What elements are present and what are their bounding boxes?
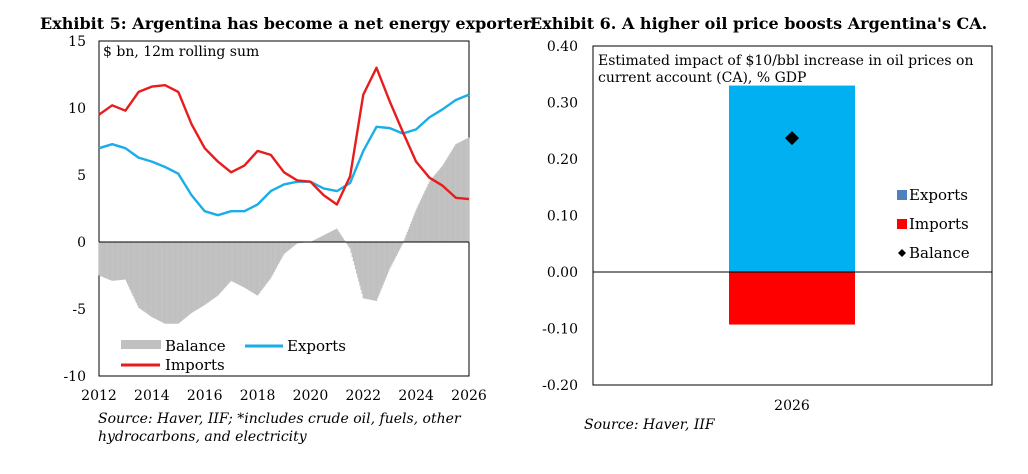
exhibit6-y-tick-label: 0.40 [547,39,578,55]
exhibit5-x-tick-label: 2014 [134,388,170,404]
exhibit6-annotation-part2: current account (CA), % GDP [598,70,806,86]
exhibit6-y-tick-label: -0.10 [542,322,578,338]
exhibit5-y-tick-label: -5 [72,302,86,318]
legend6-imports-swatch [897,219,907,229]
exhibit6-x-label: 2026 [774,398,810,414]
exhibit5-plot-frame [98,40,470,377]
exhibit5-chart: -10 -5 0 5 10 15 2012 2014 2016 2018 2020 2022 2024… [63,34,486,404]
exhibit5-y-tick-label: 5 [77,168,86,184]
exhibit6-annotation-part1: Estimated impact of $10/bbl increase in … [598,53,973,69]
legend-balance-swatch [121,340,161,349]
exhibit5-x-tick-label: 2016 [187,388,223,404]
exhibit5-y-tick-label: 0 [77,235,86,251]
exhibit5-annotation: $ bn, 12m rolling sum [103,44,259,60]
exhibit5-source: Source: Haver, IIF; *includes crude oil,… [98,411,461,445]
legend-exports-label: Exports [287,337,346,355]
imports-line [98,66,470,206]
marker-balance-2026 [785,131,799,146]
exhibit5-x-ticks: 2012 2014 2016 2018 2020 2022 2024 2026 [81,388,487,404]
legend6-imports-label: Imports [909,215,969,233]
exhibit5-y-tick-label: 15 [68,34,86,50]
exhibit5-balance-bars [98,137,470,324]
exhibit6-annotation-line1: Estimated impact of $10/bbl increase in … [598,53,973,69]
exhibit6-plot-frame [592,45,993,386]
exhibit5-x-tick-label: 2024 [398,388,434,404]
exhibit5-x-tick-label: 2018 [240,388,276,404]
exhibit6-y-ticks: -0.20 -0.10 0.00 0.10 0.20 0.30 0.40 [542,39,578,394]
exhibit6-y-tick-label: 0.20 [547,152,578,168]
exhibit5-x-tick-label: 2026 [451,388,487,404]
exhibit6-y-tick-label: 0.30 [547,96,578,112]
exhibit5-y-tick-label: -10 [63,369,86,385]
exhibit5-y-ticks: -10 -5 0 5 10 15 [63,34,86,385]
exhibit6-chart: -0.20 -0.10 0.00 0.10 0.20 0.30 0.40 2026 Esti… [542,39,993,414]
exhibit5-title: Exhibit 5: Argentina has become a net en… [40,14,536,33]
exhibit6-source: Source: Haver, IIF [584,417,715,433]
exhibit6-y-tick-label: -0.20 [542,378,578,394]
legend6-exports-label: Exports [909,186,968,204]
exhibit6-y-tick-label: 0.00 [547,265,578,281]
bar-imports-2026 [729,272,855,325]
bar-exports-2026 [729,85,855,272]
exports-line [98,93,470,217]
exhibit6-title: Exhibit 6. A higher oil price boosts Arg… [530,14,988,33]
exhibit6-annotation-line2: current account (CA), % GDP [598,70,806,86]
legend-imports-label: Imports [165,356,225,374]
legend6-balance-label: Balance [909,244,970,262]
legend6-balance-swatch [898,249,906,257]
exhibit5-x-tick-label: 2012 [81,388,117,404]
exhibit5-y-tick-label: 10 [68,101,86,117]
legend-balance-label: Balance [165,337,226,355]
exhibit5-x-tick-label: 2020 [293,388,329,404]
exhibit6-y-tick-label: 0.10 [547,209,578,225]
exhibit5-x-tick-label: 2022 [345,388,381,404]
exhibit5-lines [98,66,470,217]
legend6-exports-swatch [897,190,907,200]
